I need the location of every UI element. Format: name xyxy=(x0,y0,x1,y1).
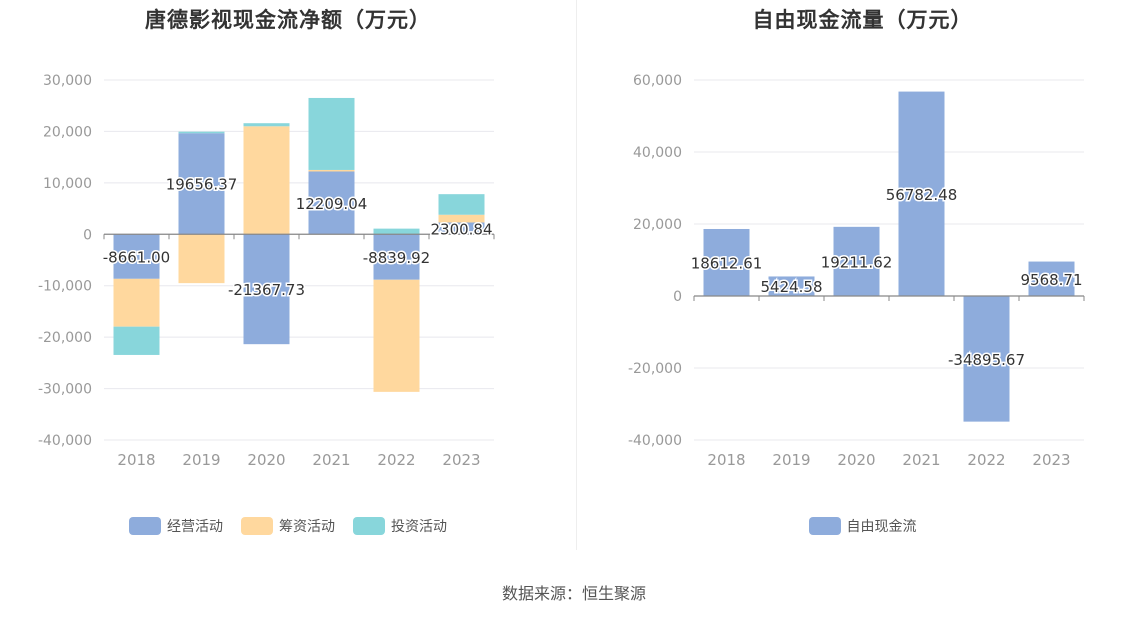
x-tick-label: 2018 xyxy=(707,451,745,469)
data-source: 数据来源：恒生聚源 xyxy=(501,584,646,603)
legend-label: 筹资活动 xyxy=(279,519,335,535)
bar xyxy=(113,278,160,327)
y-tick-label: 0 xyxy=(83,227,92,243)
bar xyxy=(243,123,290,127)
y-tick-label: 40,000 xyxy=(633,145,682,161)
chart-legend: 经营活动 筹资活动 投资活动 xyxy=(0,516,576,536)
bar xyxy=(963,296,1010,422)
bar xyxy=(113,234,160,279)
bar xyxy=(1028,261,1075,296)
x-tick-label: 2019 xyxy=(182,451,220,469)
legend-label: 经营活动 xyxy=(167,519,223,535)
y-tick-label: -20,000 xyxy=(38,330,92,346)
legend-label: 自由现金流 xyxy=(846,519,917,535)
x-tick-label: 2023 xyxy=(1032,451,1070,469)
data-label: -21367.73 xyxy=(228,281,305,299)
bar xyxy=(438,194,485,215)
bar xyxy=(373,234,420,280)
bar xyxy=(373,279,420,392)
free-cash-flow-panel: 自由现金流量（万元） 60,000 40,000 20,000 0 -20,000 -40… xyxy=(577,0,1148,560)
data-label: 5424.58 xyxy=(760,278,822,296)
y-tick-label: -40,000 xyxy=(38,433,92,449)
bar xyxy=(833,226,880,296)
x-tick-label: 2018 xyxy=(117,451,155,469)
y-tick-label: 20,000 xyxy=(633,217,682,233)
chart-legend: 自由现金流 xyxy=(577,516,1148,536)
bar xyxy=(438,222,485,235)
legend-swatch xyxy=(129,517,161,535)
data-label: -34895.67 xyxy=(948,351,1025,369)
bar xyxy=(373,228,420,235)
y-tick-label: 0 xyxy=(673,289,682,305)
data-label: 12209.04 xyxy=(296,195,368,213)
y-tick-label: -40,000 xyxy=(628,433,682,449)
data-label: -8661.00 xyxy=(103,249,170,267)
bar xyxy=(308,97,355,170)
data-label: 18612.61 xyxy=(691,254,763,272)
panel-divider xyxy=(576,0,577,550)
legend-swatch xyxy=(808,517,841,535)
x-tick-label: 2021 xyxy=(312,451,350,469)
cash-flow-net-panel: 唐德影视现金流净额（万元） 30,000 20,000 10,000 0 -10,000… xyxy=(0,0,576,560)
legend-label: 投资活动 xyxy=(391,519,447,535)
x-tick-label: 2023 xyxy=(442,451,480,469)
bar xyxy=(438,214,485,223)
free-cash-flow-chart: 60,000 40,000 20,000 0 -20,000 -40,000 2018 201… xyxy=(628,73,1085,469)
bar xyxy=(308,171,355,235)
y-tick-label: 30,000 xyxy=(43,73,92,89)
data-label: -8839.92 xyxy=(363,249,430,267)
bar xyxy=(178,133,225,235)
data-label: 19211.62 xyxy=(821,253,893,271)
x-tick-label: 2020 xyxy=(837,451,875,469)
legend-item[interactable]: 自由现金流 xyxy=(808,516,917,536)
bar xyxy=(178,234,225,284)
data-label: 2300.84 xyxy=(430,220,492,238)
legend-swatch xyxy=(353,517,385,535)
chart-title: 自由现金流量（万元） xyxy=(752,8,973,32)
bar xyxy=(113,326,160,355)
bar xyxy=(768,276,815,296)
y-tick-label: 60,000 xyxy=(633,73,682,89)
bar xyxy=(703,228,750,296)
data-label: 9568.71 xyxy=(1020,271,1082,289)
bar xyxy=(243,126,290,235)
bar xyxy=(178,131,225,134)
bar xyxy=(243,234,290,345)
x-tick-label: 2020 xyxy=(247,451,285,469)
y-tick-label: -20,000 xyxy=(628,361,682,377)
y-tick-label: -10,000 xyxy=(38,279,92,295)
legend-item[interactable]: 经营活动 xyxy=(129,516,223,536)
bar xyxy=(898,91,945,296)
y-tick-label: -30,000 xyxy=(38,382,92,398)
legend-swatch xyxy=(241,517,273,535)
data-label: 56782.48 xyxy=(886,186,958,204)
legend-item[interactable]: 投资活动 xyxy=(353,516,447,536)
x-tick-label: 2021 xyxy=(902,451,940,469)
x-tick-label: 2022 xyxy=(377,451,415,469)
x-tick-label: 2019 xyxy=(772,451,810,469)
y-tick-label: 20,000 xyxy=(43,124,92,140)
legend-item[interactable]: 筹资活动 xyxy=(241,516,335,536)
chart-title: 唐德影视现金流净额（万元） xyxy=(145,8,431,32)
bar xyxy=(308,169,355,172)
x-tick-label: 2022 xyxy=(967,451,1005,469)
data-label: 19656.37 xyxy=(166,176,238,194)
cash-flow-net-chart: 30,000 20,000 10,000 0 -10,000 -20,000 -30,000… xyxy=(38,73,495,469)
y-tick-label: 10,000 xyxy=(43,176,92,192)
